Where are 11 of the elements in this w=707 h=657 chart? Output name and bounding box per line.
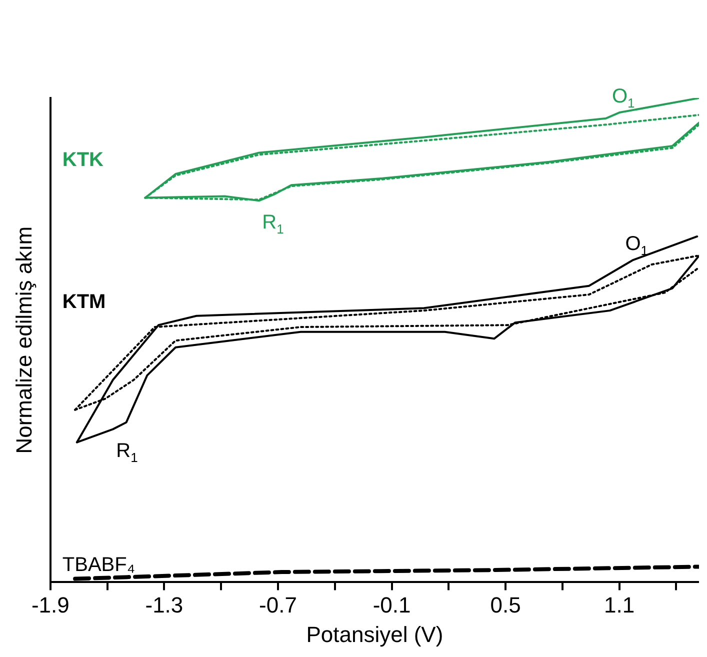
x-tick-label: -0.7 (259, 592, 297, 618)
x-tick-label: 1.1 (604, 592, 635, 618)
x-tick-label: -0.1 (372, 592, 411, 618)
x-tick-label: -1.9 (31, 592, 70, 618)
x-tick-label: 0.5 (490, 592, 521, 618)
series-label: TBABF₄ (62, 554, 136, 576)
x-axis-title: Potansiyel (V) (306, 622, 444, 647)
y-axis-title: Normalize edilmiş akım (11, 226, 36, 454)
x-tick-label: -1.3 (145, 592, 184, 618)
text: KTM (62, 290, 106, 313)
text: KTK (62, 149, 104, 172)
